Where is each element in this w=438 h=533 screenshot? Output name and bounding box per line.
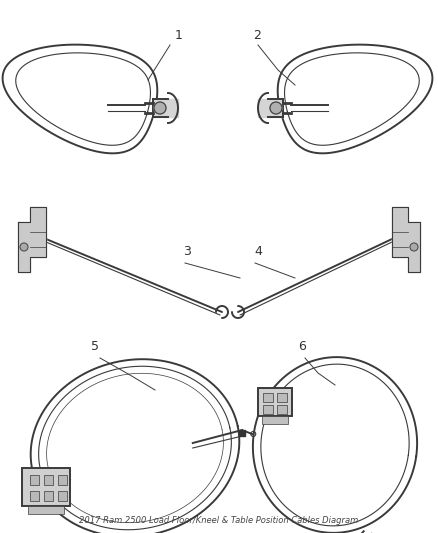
Bar: [58, 475, 67, 485]
Bar: [263, 393, 273, 402]
Bar: [30, 475, 39, 485]
Text: 4: 4: [254, 245, 262, 258]
Circle shape: [20, 243, 28, 251]
Polygon shape: [392, 207, 420, 272]
Bar: [277, 393, 287, 402]
Text: 6: 6: [298, 340, 306, 353]
Bar: [44, 491, 53, 501]
Circle shape: [410, 243, 418, 251]
Text: 2017 Ram 2500 Load Floor/Kneel & Table Position Cables Diagram: 2017 Ram 2500 Load Floor/Kneel & Table P…: [79, 516, 359, 525]
Polygon shape: [18, 207, 46, 272]
Bar: [258, 388, 292, 416]
Bar: [262, 416, 288, 424]
Circle shape: [270, 102, 282, 114]
Bar: [44, 475, 53, 485]
Text: 2: 2: [253, 29, 261, 42]
Bar: [30, 491, 39, 501]
Bar: [277, 405, 287, 414]
Text: 1: 1: [175, 29, 183, 42]
Bar: [22, 468, 70, 506]
Text: 3: 3: [183, 245, 191, 258]
Bar: [58, 491, 67, 501]
Bar: [28, 506, 64, 514]
Circle shape: [154, 102, 166, 114]
Bar: [263, 405, 273, 414]
Text: 5: 5: [91, 340, 99, 353]
